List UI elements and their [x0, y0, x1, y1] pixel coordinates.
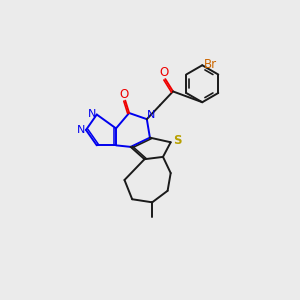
Text: N: N [77, 125, 86, 135]
Text: O: O [159, 67, 168, 80]
Text: N: N [147, 110, 156, 120]
Text: Br: Br [203, 58, 217, 71]
Text: N: N [88, 109, 96, 119]
Text: O: O [120, 88, 129, 101]
Text: S: S [173, 134, 182, 147]
